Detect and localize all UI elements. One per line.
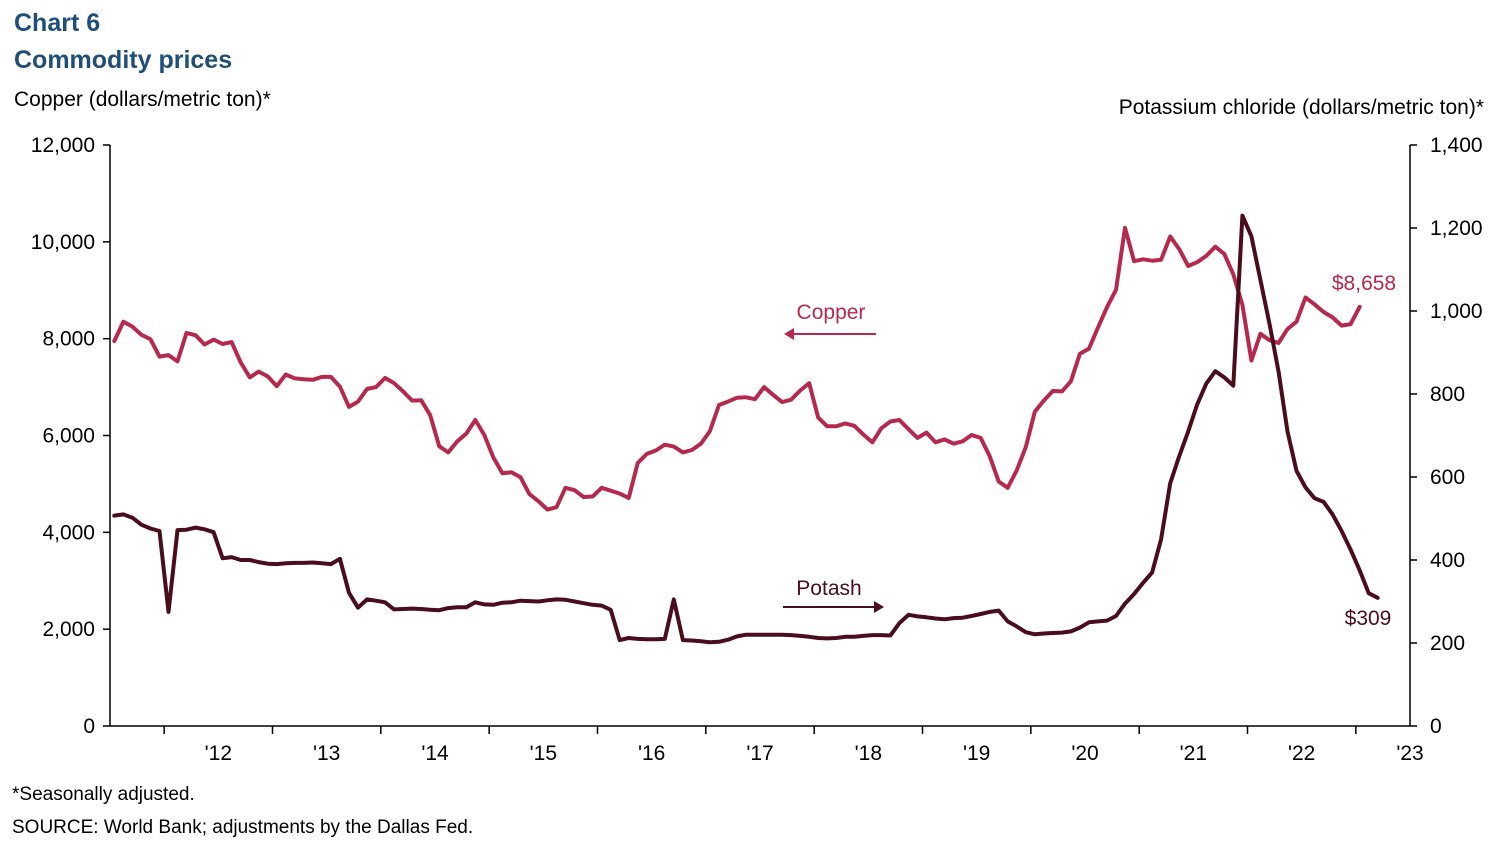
x-tick-label: '15 [530, 742, 557, 765]
potash-annotation-label: Potash [796, 577, 861, 600]
x-tick-label: '18 [855, 742, 882, 765]
right-y-tick-label: 800 [1430, 383, 1465, 406]
potash-series-line [112, 213, 1380, 645]
left-axis-title: Copper (dollars/metric ton)* [14, 88, 271, 111]
right-y-tick-label: 600 [1430, 466, 1465, 489]
copper-series-line [112, 225, 1362, 512]
left-y-tick-label: 4,000 [42, 521, 95, 544]
left-y-tick-label: 6,000 [42, 425, 95, 448]
left-y-tick-label: 0 [83, 715, 95, 738]
axes: 0 2,000 4,000 6,000 8,000 10,000 12,000 0 200 400… [31, 134, 1483, 765]
right-y-tick-label: 0 [1430, 715, 1442, 738]
right-y-tick-label: 400 [1430, 549, 1465, 572]
left-y-tick-label: 8,000 [42, 328, 95, 351]
source-note: SOURCE: World Bank; adjustments by the D… [12, 817, 474, 838]
chart-number: Chart 6 [14, 9, 101, 37]
left-y-tick-label: 12,000 [31, 134, 95, 157]
x-tick-label: '19 [963, 742, 990, 765]
potash-arrowhead [874, 601, 884, 613]
x-tick-label: '20 [1071, 742, 1098, 765]
chart-title: Commodity prices [14, 46, 233, 74]
copper-end-value-label: $8,658 [1332, 272, 1396, 295]
copper-arrowhead [784, 328, 794, 340]
right-y-tick-label: 1,400 [1430, 134, 1483, 157]
copper-annotation-label: Copper [797, 301, 866, 324]
series-lines [112, 213, 1380, 645]
left-y-tick-label: 10,000 [31, 231, 95, 254]
right-y-tick-label: 200 [1430, 632, 1465, 655]
potash-end-value-label: $309 [1345, 607, 1392, 630]
x-tick-label: '14 [421, 742, 449, 765]
x-tick-label: '23 [1396, 742, 1423, 765]
x-tick-label: '12 [205, 742, 232, 765]
right-axis-title: Potassium chloride (dollars/metric ton)* [1118, 96, 1484, 119]
left-y-tick-label: 2,000 [42, 618, 95, 641]
annotations: Copper Potash $8,658 $309 [783, 272, 1396, 630]
x-tick-label: '22 [1288, 742, 1315, 765]
right-y-tick-label: 1,000 [1430, 300, 1483, 323]
footnote: *Seasonally adjusted. [12, 784, 195, 805]
right-y-tick-label: 1,200 [1430, 217, 1483, 240]
x-tick-label: '13 [313, 742, 340, 765]
x-tick-label: '17 [746, 742, 773, 765]
x-tick-label: '16 [638, 742, 665, 765]
x-tick-label: '21 [1180, 742, 1207, 765]
